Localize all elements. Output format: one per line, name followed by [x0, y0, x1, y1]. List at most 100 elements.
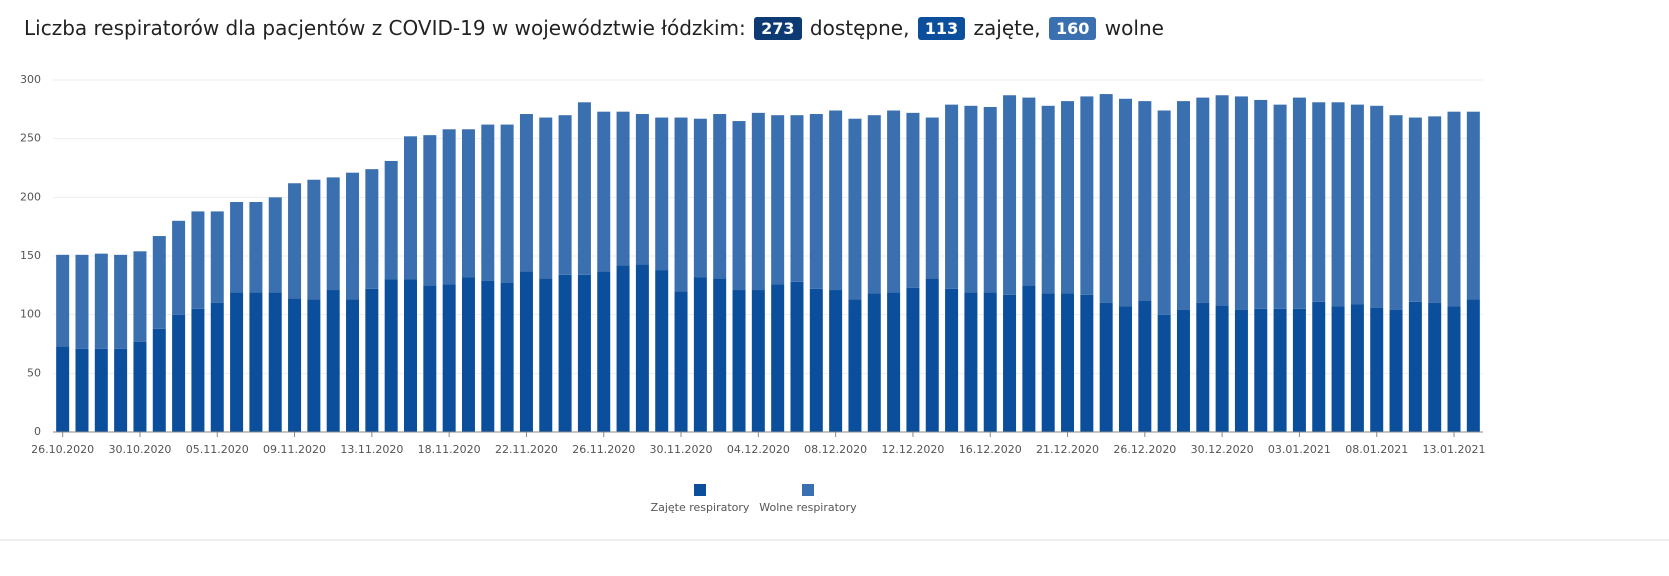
bar-segment: [404, 279, 417, 432]
bar-segment: [1003, 95, 1017, 295]
bar-segment: [751, 290, 765, 432]
x-tick-label: 03.01.2021: [1268, 443, 1331, 456]
bar-segment: [114, 254, 128, 349]
bar-segment: [75, 348, 89, 432]
bar-segment: [539, 117, 553, 279]
x-tick-label: 05.11.2020: [186, 443, 249, 456]
bar-segment: [945, 104, 959, 289]
y-tick-label: 100: [20, 308, 41, 321]
x-tick-label: 16.12.2020: [959, 443, 1022, 456]
bar-segment: [829, 290, 843, 432]
bar-segment: [925, 117, 939, 279]
bar-segment: [945, 288, 959, 432]
bar-segment: [1331, 102, 1345, 307]
bar-segment: [461, 277, 475, 432]
legend-swatch: [694, 484, 706, 496]
bar-segment: [1408, 301, 1422, 432]
chart-title: Liczba respiratorów dla pacjentów z COVI…: [24, 16, 746, 40]
bar-segment: [1041, 293, 1055, 432]
bar-segment: [1273, 104, 1287, 309]
bar-segment: [442, 129, 456, 285]
bar-segment: [887, 292, 901, 432]
bar-segment: [1080, 294, 1094, 432]
bar-segment: [539, 278, 553, 432]
bar-segment: [1138, 300, 1152, 432]
bar-segment: [56, 254, 70, 347]
bar-segment: [732, 290, 746, 432]
bar-segment: [519, 271, 533, 432]
bar-segment: [172, 314, 186, 432]
bar-segment: [210, 211, 224, 303]
bar-segment: [1292, 97, 1306, 309]
bar-segment: [1312, 102, 1326, 302]
bar-segment: [1196, 302, 1210, 432]
bar-segment: [655, 117, 669, 271]
bar-segment: [500, 282, 514, 432]
bar-segment: [268, 292, 282, 432]
bar-segment: [983, 292, 997, 432]
bar-segment: [1350, 104, 1364, 305]
bar-segment: [1234, 309, 1248, 432]
x-tick-label: 30.10.2020: [108, 443, 171, 456]
bar-segment: [1119, 98, 1132, 307]
bar-segment: [693, 118, 707, 278]
bar-segment: [404, 136, 417, 280]
bar-segment: [365, 288, 379, 432]
bar-segment: [925, 278, 939, 432]
bar-segment: [384, 279, 398, 432]
stat-label: dostępne,: [809, 16, 910, 40]
x-tick-label: 21.12.2020: [1036, 443, 1099, 456]
bar-segment: [1273, 308, 1287, 432]
bar-segment: [867, 293, 881, 432]
bar-segment: [887, 110, 901, 293]
x-tick-label: 26.11.2020: [572, 443, 635, 456]
bar-segment: [1099, 302, 1113, 432]
bar-segment: [307, 179, 321, 300]
bar-segment: [713, 114, 727, 279]
bar-segment: [771, 115, 785, 285]
bar-segment: [1234, 96, 1248, 310]
bar-segment: [597, 111, 611, 272]
y-tick-label: 300: [20, 73, 41, 86]
bar-segment: [693, 277, 707, 432]
bar-segment: [1022, 285, 1036, 432]
bar-segment: [133, 341, 147, 432]
x-tick-label: 12.12.2020: [881, 443, 944, 456]
bar-segment: [1176, 309, 1190, 432]
bar-segment: [635, 264, 649, 432]
bar-segment: [1350, 304, 1364, 432]
bar-segment: [790, 281, 804, 432]
bar-segment: [867, 115, 881, 294]
bar-segment: [616, 111, 630, 266]
bar-segment: [249, 292, 263, 432]
bar-segment: [1428, 302, 1442, 432]
bar-segment: [674, 117, 688, 292]
bar-segment: [1389, 309, 1403, 432]
bar-segment: [1370, 105, 1384, 308]
bar-segment: [1447, 111, 1461, 307]
bar-segment: [249, 202, 263, 293]
bar-segment: [346, 172, 360, 300]
x-tick-label: 30.11.2020: [650, 443, 713, 456]
legend-label: Zajęte respiratory: [651, 501, 750, 514]
bar-segment: [751, 112, 765, 291]
bar-segment: [442, 284, 456, 432]
x-tick-label: 13.11.2020: [340, 443, 403, 456]
bar-segment: [809, 114, 823, 289]
bar-segment: [133, 251, 147, 342]
bar-segment: [1061, 293, 1075, 432]
bar-segment: [210, 302, 224, 432]
bar-segment: [346, 299, 360, 432]
bar-segment: [906, 112, 920, 288]
stat-badge: 160: [1049, 17, 1097, 40]
bar-segment: [288, 183, 302, 299]
bar-segment: [1061, 101, 1075, 294]
stat-badge: 113: [917, 17, 966, 40]
bar-segment: [655, 270, 669, 432]
bar-segment: [1041, 105, 1055, 294]
bar-segment: [597, 271, 611, 432]
bar-segment: [1447, 306, 1461, 432]
bar-segment: [56, 346, 70, 432]
